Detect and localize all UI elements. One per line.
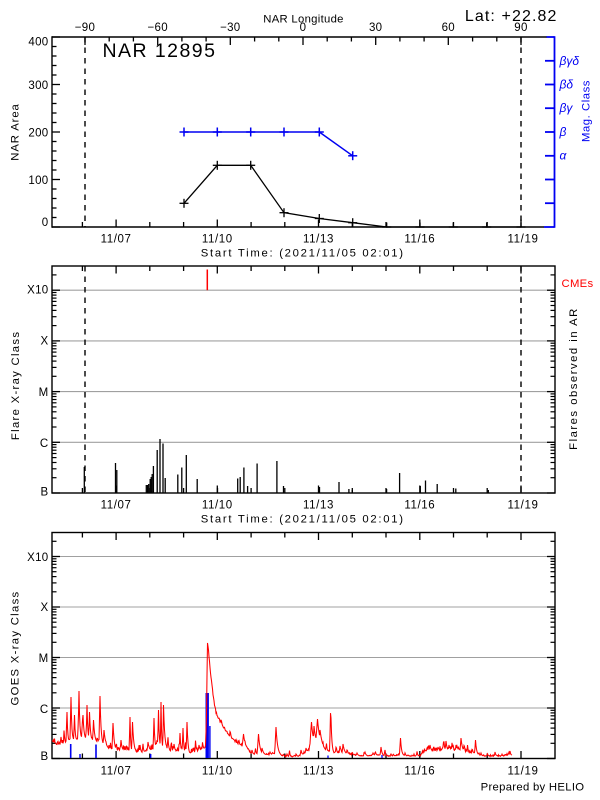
svg-text:B: B [41,486,49,498]
svg-text:11/19: 11/19 [508,234,539,246]
svg-text:B: B [41,751,49,763]
svg-text:Lat: +22.82: Lat: +22.82 [465,8,558,25]
svg-text:X: X [41,602,49,614]
svg-text:30: 30 [369,22,382,34]
svg-text:Start Time: (2021/11/05 02:01): Start Time: (2021/11/05 02:01) [201,248,405,260]
svg-text:Mag. Class: Mag. Class [581,80,593,142]
svg-text:11/16: 11/16 [404,234,435,246]
svg-text:11/10: 11/10 [202,500,233,512]
svg-text:X: X [41,335,49,347]
svg-text:GOES X-ray Class: GOES X-ray Class [10,591,22,706]
svg-text:NAR 12895: NAR 12895 [103,40,217,62]
svg-text:β: β [559,125,567,139]
svg-text:300: 300 [28,80,48,92]
svg-text:−60: −60 [147,22,167,34]
svg-text:100: 100 [28,175,48,187]
svg-text:11/13: 11/13 [303,766,334,778]
svg-text:11/07: 11/07 [101,766,132,778]
svg-text:11/10: 11/10 [202,766,233,778]
svg-text:NAR Longitude: NAR Longitude [263,14,344,26]
svg-text:60: 60 [442,22,455,34]
svg-text:0: 0 [300,22,307,34]
svg-text:CMEs: CMEs [562,278,594,290]
svg-text:11/19: 11/19 [508,766,539,778]
svg-text:M: M [39,653,49,665]
svg-text:X10: X10 [27,285,48,297]
svg-text:0: 0 [42,217,49,229]
svg-text:βγ: βγ [559,101,574,115]
svg-text:−30: −30 [220,22,240,34]
svg-text:α: α [560,149,568,163]
svg-text:Flare X-ray Class: Flare X-ray Class [10,331,22,440]
svg-text:11/19: 11/19 [508,500,539,512]
svg-text:βγδ: βγδ [559,54,580,68]
svg-text:11/16: 11/16 [404,766,435,778]
svg-text:NAR Area: NAR Area [10,103,22,160]
svg-text:C: C [40,704,49,716]
svg-text:400: 400 [28,37,48,49]
svg-text:C: C [40,438,49,450]
svg-text:−90: −90 [75,22,95,34]
svg-text:X10: X10 [27,552,48,564]
svg-text:11/07: 11/07 [101,500,132,512]
svg-text:Start Time: (2021/11/05 02:01): Start Time: (2021/11/05 02:01) [201,514,405,526]
svg-text:11/13: 11/13 [303,500,334,512]
svg-text:βδ: βδ [559,78,574,92]
svg-text:11/16: 11/16 [404,500,435,512]
svg-text:M: M [39,387,49,399]
svg-text:Prepared by HELIO: Prepared by HELIO [481,782,585,794]
svg-text:11/13: 11/13 [303,234,334,246]
svg-text:Flares observed in AR: Flares observed in AR [568,307,580,450]
svg-text:11/07: 11/07 [101,234,132,246]
svg-text:200: 200 [28,128,48,140]
svg-text:90: 90 [514,22,527,34]
svg-text:11/10: 11/10 [202,234,233,246]
